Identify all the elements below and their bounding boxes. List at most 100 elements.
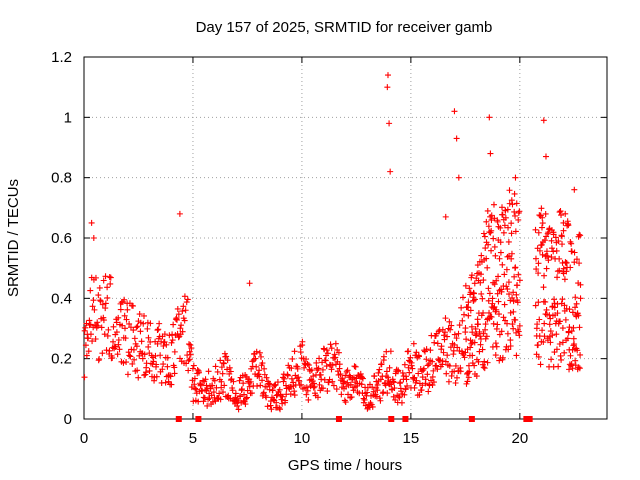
data-point: [126, 320, 133, 327]
data-point: [160, 361, 167, 368]
data-point: [479, 361, 486, 368]
data-point: [315, 365, 322, 372]
data-point: [536, 247, 543, 254]
data-point: [406, 369, 413, 376]
data-point: [497, 249, 504, 256]
data-point: [540, 339, 547, 346]
data-point: [513, 329, 520, 336]
data-point: [554, 310, 561, 317]
data-point: [299, 338, 306, 345]
data-point: [482, 326, 489, 333]
data-point: [110, 323, 117, 330]
data-point: [572, 304, 579, 311]
data-point: [514, 282, 521, 289]
data-point: [166, 332, 173, 339]
data-point: [501, 301, 508, 308]
data-point: [473, 373, 480, 380]
data-point: [185, 357, 192, 364]
data-point: [109, 354, 116, 361]
data-point: [405, 348, 412, 355]
data-point: [350, 387, 357, 394]
data-point: [100, 317, 107, 324]
data-point: [166, 372, 173, 379]
data-point: [377, 397, 384, 404]
data-point: [303, 356, 310, 363]
data-point: [482, 321, 489, 328]
data-point: [144, 325, 151, 332]
data-point: [488, 227, 495, 234]
data-point: [384, 390, 391, 397]
data-point: [284, 372, 291, 379]
data-point: [469, 329, 476, 336]
data-point: [484, 207, 491, 214]
data-point: [342, 399, 349, 406]
data-point: [535, 260, 542, 267]
data-point: [481, 358, 488, 365]
data-point: [499, 354, 506, 361]
data-point: [265, 380, 272, 387]
data-point: [441, 336, 448, 343]
data-point: [102, 300, 109, 307]
data-point: [447, 326, 454, 333]
data-point: [264, 403, 271, 410]
data-point: [541, 333, 548, 340]
data-point: [192, 385, 199, 392]
data-point: [459, 294, 466, 301]
data-point: [308, 367, 315, 374]
data-point: [576, 324, 583, 331]
data-point: [104, 284, 111, 291]
data-point: [296, 377, 303, 384]
data-point: [507, 337, 514, 344]
data-point: [263, 383, 270, 390]
data-point: [224, 357, 231, 364]
data-point: [179, 328, 186, 335]
data-point: [395, 367, 402, 374]
data-point: [485, 297, 492, 304]
data-point: [282, 397, 289, 404]
data-point: [229, 387, 236, 394]
data-point: [177, 325, 184, 332]
data-point: [516, 322, 523, 329]
data-point: [359, 374, 366, 381]
data-point: [512, 174, 519, 181]
data-point: [422, 376, 429, 383]
data-point: [420, 365, 427, 372]
data-point: [270, 383, 277, 390]
data-point: [194, 366, 201, 373]
data-point: [104, 294, 111, 301]
data-point: [571, 341, 578, 348]
data-point: [571, 186, 578, 193]
data-point: [243, 395, 250, 402]
data-point: [105, 326, 112, 333]
data-point: [328, 366, 335, 373]
data-point: [130, 327, 137, 334]
data-point: [402, 386, 409, 393]
data-point: [542, 153, 549, 160]
y-tick-label: 0.6: [51, 230, 72, 247]
data-point: [205, 396, 212, 403]
data-point: [493, 343, 500, 350]
data-point: [491, 243, 498, 250]
data-point: [511, 190, 518, 197]
data-point: [570, 342, 577, 349]
data-point: [313, 359, 320, 366]
data-point: [541, 272, 548, 279]
data-point: [91, 306, 98, 313]
data-point: [104, 332, 111, 339]
data-point: [576, 365, 583, 372]
data-point: [254, 383, 261, 390]
data-point: [569, 365, 576, 372]
data-point: [121, 312, 128, 319]
data-point: [476, 348, 483, 355]
data-point: [479, 346, 486, 353]
data-point: [538, 241, 545, 248]
data-point: [369, 403, 376, 410]
y-tick-label: 1: [64, 109, 72, 126]
y-tick-label: 0: [64, 411, 72, 428]
data-point: [515, 216, 522, 223]
data-point: [122, 335, 129, 342]
data-point: [416, 391, 423, 398]
data-point: [501, 222, 508, 229]
data-point: [487, 213, 494, 220]
data-point: [391, 385, 398, 392]
